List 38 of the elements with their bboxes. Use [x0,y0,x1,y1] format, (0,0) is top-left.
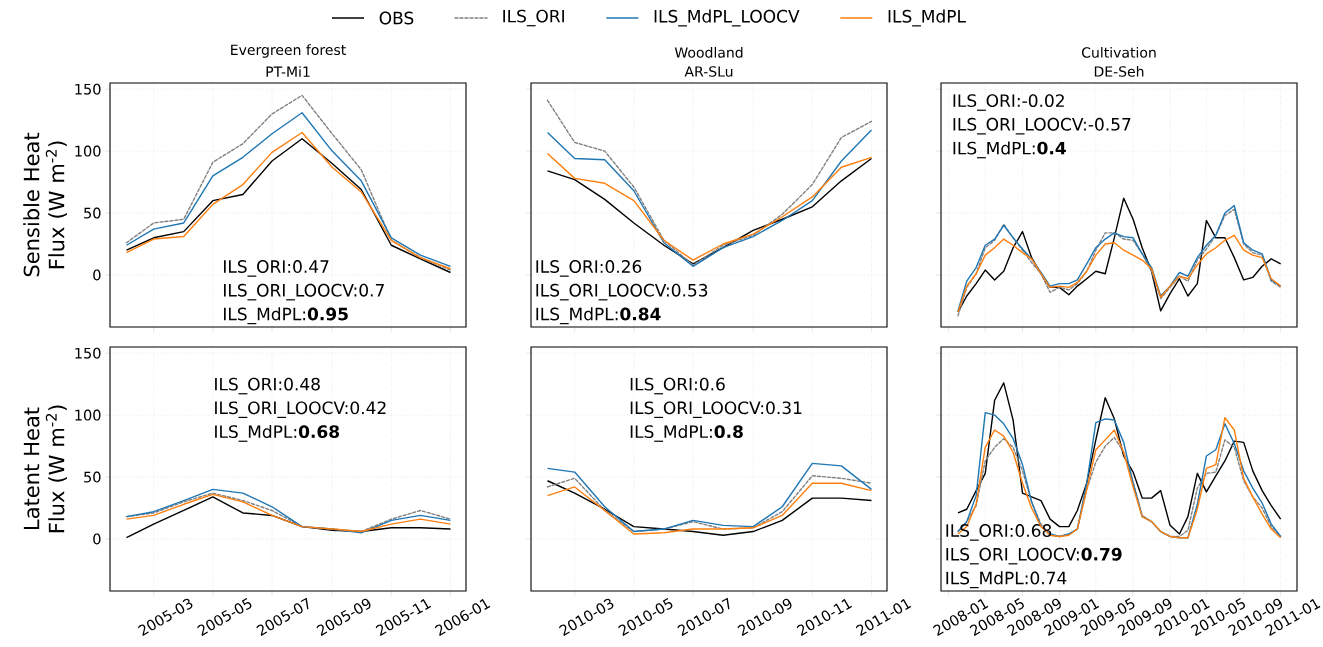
annotation: ILS_ORI:0.6 [630,377,725,395]
annotation: ILS_MdPL:0.74 [946,571,1067,589]
legend-label: ILS_ORI [503,9,564,27]
annotation: ILS_ORI_LOOCV:0.31 [630,401,802,419]
annotation: ILS_ORI_LOOCV:-0.57 [953,117,1131,135]
y-tick-label: 50 [84,207,101,219]
annotation: ILS_ORI:-0.02 [953,94,1064,111]
annotation: ILS_ORI:0.48 [215,377,320,395]
annotation: ILS_ORI_LOOCV:0.53 [536,283,708,301]
legend-label: ILS_MdPL_LOOCV [654,9,800,27]
annotation: ILS_MdPL:0.84 [536,307,661,325]
annotation: ILS_ORI_LOOCV:0.42 [215,401,386,419]
chart-subtitle: DE-Seh [1094,65,1144,77]
y-tick-label: 150 [75,83,101,95]
y-tick-label: 0 [93,269,101,281]
chart-title: Woodland [674,46,743,58]
y-tick-label: 50 [84,471,101,483]
annotation: ILS_ORI:0.68 [946,524,1052,541]
chart-title: Cultivation [1081,46,1156,58]
chart-subtitle: PT-Mi1 [266,66,310,77]
y-tick-label: 100 [75,409,101,421]
legend-label: OBS [379,11,414,25]
legend-label: ILS_MdPL [888,9,966,27]
y-tick-label: 100 [75,145,101,157]
y-tick-label: 0 [93,533,101,545]
annotation: ILS_MdPL:0.4 [953,141,1066,159]
chart-subtitle: AR-SLu [684,66,733,77]
annotation: ILS_ORI:0.47 [224,260,329,277]
annotation: ILS_MdPL:0.8 [630,424,743,442]
y-axis-title: Latent Heat Flux (W m$^{-2}$) [23,405,67,533]
annotation: ILS_MdPL:0.68 [215,424,340,442]
y-axis-title: Sensible Heat Flux (W m$^{-2}$) [23,132,67,277]
annotation: ILS_MdPL:0.95 [224,307,348,325]
chart-title: Evergreen forest [231,44,346,58]
y-tick-label: 150 [75,347,101,359]
annotation: ILS_ORI_LOOCV:0.7 [224,283,384,301]
annotation: ILS_ORI_LOOCV:0.79 [946,547,1122,565]
annotation: ILS_ORI:0.26 [536,260,642,277]
